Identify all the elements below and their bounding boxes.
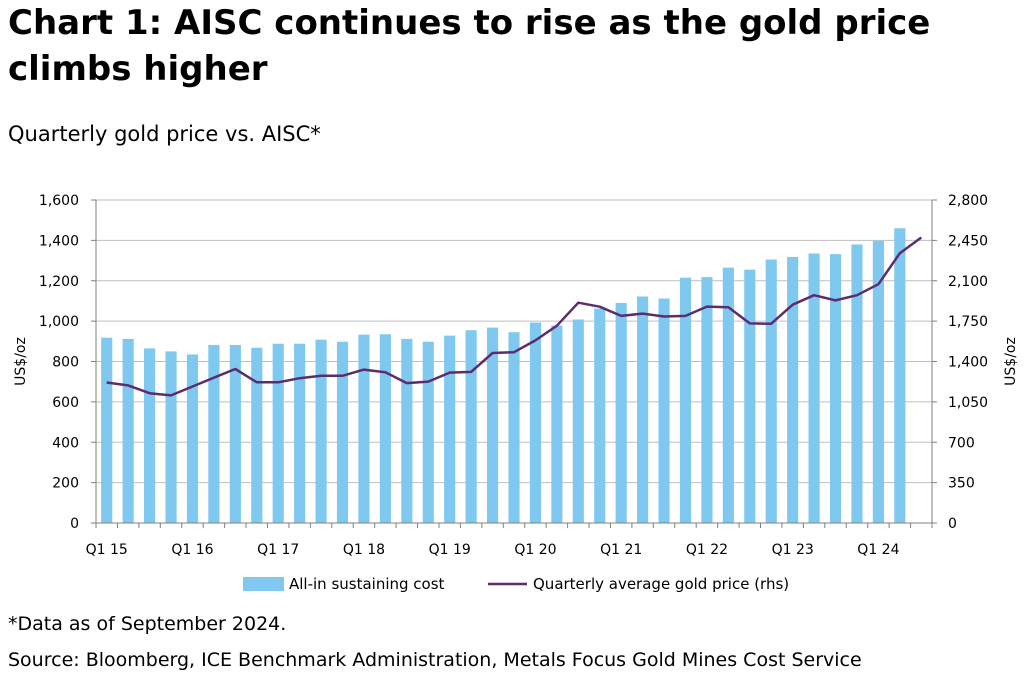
y-right-tick-label: 700 bbox=[948, 435, 975, 451]
bar-q4-16 bbox=[251, 347, 263, 523]
y-left-tick-label: 1,600 bbox=[39, 193, 79, 209]
page-title: Chart 1: AISC continues to rise as the g… bbox=[8, 3, 931, 89]
chart-container: 0 200 400 600 800 1,000 1,200 1,400 1,600 0 350 700… bbox=[0, 180, 1028, 605]
bar-q2-17 bbox=[294, 343, 306, 523]
x-tick-label: Q1 18 bbox=[343, 542, 385, 558]
bar-q2-16 bbox=[208, 344, 220, 523]
bar-q4-18 bbox=[422, 341, 434, 523]
chart-subtitle: Quarterly gold price vs. AISC* bbox=[8, 122, 321, 146]
y-left-axis-title: US$/oz bbox=[13, 337, 29, 386]
bar-q1-22 bbox=[701, 277, 713, 523]
bar-q4-17 bbox=[336, 341, 349, 523]
y-left-tick-label: 0 bbox=[70, 516, 79, 532]
bar-q4-20 bbox=[594, 308, 606, 523]
y-right-tick-label: 2,100 bbox=[948, 274, 988, 290]
bar-q4-22 bbox=[765, 259, 777, 523]
bar-q3-16 bbox=[229, 344, 241, 523]
y-right-tick-label: 0 bbox=[948, 516, 957, 532]
y-left-tick-label: 1,000 bbox=[39, 314, 79, 330]
bar-q4-23 bbox=[851, 244, 863, 523]
chart-svg: 0 200 400 600 800 1,000 1,200 1,400 1,600 0 350 700… bbox=[13, 193, 1019, 593]
bar-q2-18 bbox=[379, 334, 391, 523]
bar-q3-19 bbox=[486, 327, 499, 523]
axes bbox=[91, 199, 937, 528]
bar-q1-18 bbox=[358, 334, 370, 523]
x-tick-label: Q1 24 bbox=[857, 542, 899, 558]
bar-q2-21 bbox=[637, 296, 649, 523]
bar-q3-21 bbox=[658, 298, 670, 523]
x-tick-label: Q1 23 bbox=[772, 542, 814, 558]
line-series bbox=[106, 236, 923, 397]
bar-q4-21 bbox=[679, 277, 692, 523]
y-right-axis-title: US$/oz bbox=[1003, 337, 1019, 386]
bar-q4-19 bbox=[508, 332, 520, 523]
y-left-tick-label: 800 bbox=[52, 355, 79, 371]
bar-q4-15 bbox=[165, 351, 177, 523]
y-right-tick-label: 1,400 bbox=[948, 355, 988, 371]
x-tick-label: Q1 21 bbox=[600, 542, 642, 558]
chart-legend: All-in sustaining cost Quarterly average … bbox=[243, 575, 789, 593]
gold-price-line bbox=[106, 236, 923, 397]
x-tick-label: Q1 20 bbox=[514, 542, 556, 558]
footnote: *Data as of September 2024. bbox=[8, 613, 287, 635]
bar-q1-23 bbox=[787, 256, 799, 523]
legend-label-aisc: All-in sustaining cost bbox=[289, 575, 445, 593]
legend-label-gold-price: Quarterly average gold price (rhs) bbox=[533, 575, 789, 593]
bar-q3-23 bbox=[829, 254, 842, 523]
bar-series bbox=[101, 228, 906, 523]
bar-q3-20 bbox=[572, 319, 584, 523]
bar-q1-15 bbox=[101, 337, 113, 523]
bar-q2-24 bbox=[894, 228, 906, 523]
y-left-tick-label: 200 bbox=[52, 476, 79, 492]
bar-q1-24 bbox=[872, 240, 884, 523]
y-left-tick-label: 1,200 bbox=[39, 274, 79, 290]
x-tick-label: Q1 15 bbox=[86, 542, 128, 558]
bar-q2-20 bbox=[551, 325, 563, 523]
bar-q2-19 bbox=[465, 330, 477, 523]
bar-q3-15 bbox=[144, 348, 156, 523]
bar-q3-17 bbox=[315, 339, 327, 523]
y-left-tick-label: 1,400 bbox=[39, 233, 79, 249]
bar-q1-20 bbox=[529, 322, 542, 523]
y-right-tick-label: 2,800 bbox=[948, 193, 988, 209]
legend-swatch-aisc bbox=[243, 577, 284, 591]
tick-labels: 0 200 400 600 800 1,000 1,200 1,400 1,600 0 350 700… bbox=[13, 193, 1019, 558]
x-tick-label: Q1 19 bbox=[429, 542, 471, 558]
bar-q1-19 bbox=[444, 335, 456, 523]
y-right-tick-label: 2,450 bbox=[948, 233, 988, 249]
y-right-tick-label: 350 bbox=[948, 476, 975, 492]
y-right-tick-label: 1,750 bbox=[948, 314, 988, 330]
x-tick-label: Q1 16 bbox=[171, 542, 213, 558]
y-left-tick-label: 400 bbox=[52, 435, 79, 451]
bar-q3-18 bbox=[401, 338, 413, 523]
bar-q1-21 bbox=[615, 302, 627, 523]
bar-q2-22 bbox=[722, 267, 734, 523]
source-note: Source: Bloomberg, ICE Benchmark Adminis… bbox=[8, 649, 862, 671]
bar-q2-23 bbox=[808, 253, 820, 523]
bar-q3-22 bbox=[744, 269, 756, 523]
bar-q1-17 bbox=[272, 343, 284, 523]
bar-q2-15 bbox=[122, 338, 134, 523]
y-left-tick-label: 600 bbox=[52, 395, 79, 411]
x-tick-label: Q1 22 bbox=[686, 542, 728, 558]
x-tick-label: Q1 17 bbox=[257, 542, 299, 558]
y-right-tick-label: 1,050 bbox=[948, 395, 988, 411]
bar-q1-16 bbox=[186, 354, 199, 523]
